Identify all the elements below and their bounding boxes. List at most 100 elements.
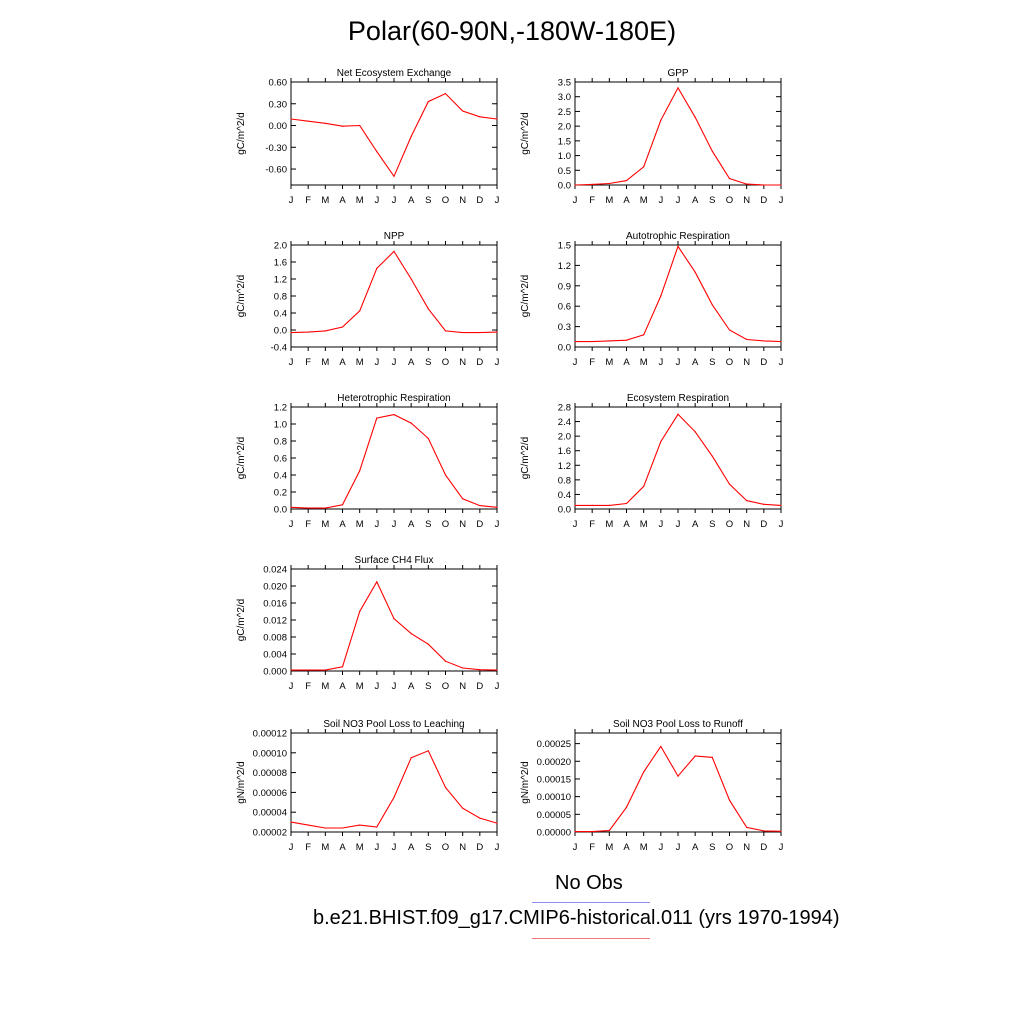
y-tick-label: 0.60	[269, 78, 288, 89]
series-line	[290, 250, 498, 334]
x-tick-label: M	[321, 842, 329, 853]
x-tick-label: F	[589, 195, 595, 206]
x-tick-label: A	[339, 842, 346, 853]
x-tick-label: A	[339, 195, 346, 206]
data-point	[462, 110, 464, 112]
data-point	[728, 177, 731, 180]
x-tick-label: J	[658, 842, 663, 853]
y-axis-label: gC/m^2/d	[236, 275, 247, 318]
y-tick-label: 0.00012	[253, 729, 287, 740]
x-tick-label: D	[476, 519, 483, 530]
panel-4: Heterotrophic Respiration 0.0 0.2 0.4 0.6 0.8…	[236, 393, 500, 530]
y-tick-label: 0.00004	[253, 808, 287, 819]
data-point	[479, 116, 481, 118]
plot-frame	[574, 406, 782, 510]
x-tick-label: J	[676, 842, 681, 853]
data-point	[479, 669, 481, 671]
data-point	[427, 750, 429, 752]
series-line	[290, 414, 498, 509]
y-tick-label: 0.30	[269, 99, 288, 110]
x-tick-label: J	[495, 195, 500, 206]
data-point	[307, 331, 309, 333]
y-axis-label: gC/m^2/d	[520, 437, 531, 480]
x-tick-label: J	[658, 519, 663, 530]
x-tick-label: J	[779, 842, 784, 853]
x-tick-label: M	[356, 681, 364, 692]
x-tick-label: J	[374, 357, 379, 368]
x-tick-label: J	[676, 519, 681, 530]
y-tick-label: 0.00025	[537, 739, 571, 750]
data-point	[376, 581, 378, 583]
x-tick-label: S	[425, 357, 431, 368]
data-point	[290, 669, 292, 671]
series-line	[290, 92, 498, 178]
x-tick-label: M	[356, 519, 364, 530]
data-point	[307, 824, 309, 826]
x-tick-label: M	[356, 842, 364, 853]
x-tick-label: S	[709, 519, 715, 530]
x-tick-label: F	[589, 519, 595, 530]
x-tick-label: J	[573, 195, 578, 206]
data-point	[341, 125, 344, 127]
x-tick-label: N	[459, 842, 466, 853]
data-point	[677, 413, 679, 415]
data-point	[462, 807, 464, 809]
data-point	[307, 507, 309, 509]
x-tick-label: J	[392, 681, 397, 692]
data-point	[290, 118, 292, 120]
x-tick-label: S	[425, 519, 431, 530]
x-tick-label: J	[289, 519, 294, 530]
data-point	[643, 334, 645, 336]
data-point	[780, 830, 782, 832]
x-tick-label: M	[640, 357, 648, 368]
y-tick-label: 0.0	[274, 505, 287, 516]
y-axis-label: gC/m^2/d	[236, 599, 247, 642]
data-point	[496, 669, 498, 671]
y-tick-label: 0.0	[274, 326, 287, 337]
data-point	[324, 507, 326, 509]
data-point	[307, 120, 309, 122]
y-tick-label: 0.8	[274, 292, 287, 303]
panel-title: GPP	[667, 68, 688, 79]
x-tick-label: J	[779, 357, 784, 368]
x-tick-label: J	[495, 681, 500, 692]
y-tick-label: 0.020	[263, 582, 287, 593]
data-point	[677, 775, 679, 777]
y-tick-label: 1.2	[274, 403, 287, 414]
data-point	[694, 271, 696, 273]
data-point	[574, 340, 576, 343]
data-point	[462, 667, 464, 669]
y-tick-label: 0.00005	[537, 810, 571, 821]
x-tick-label: J	[289, 681, 294, 692]
data-point	[643, 166, 645, 168]
data-point	[728, 483, 731, 485]
y-tick-label: 2.0	[558, 122, 571, 133]
data-point	[427, 437, 429, 440]
plot-frame	[290, 406, 498, 510]
data-point	[608, 182, 610, 185]
x-tick-label: A	[692, 842, 699, 853]
x-tick-label: J	[392, 195, 397, 206]
data-point	[780, 504, 782, 506]
x-tick-label: J	[495, 357, 500, 368]
y-tick-label: 0.00006	[253, 788, 287, 799]
y-tick-label: 1.2	[558, 461, 571, 472]
plot-frame	[574, 81, 782, 186]
y-tick-label: -0.4	[271, 343, 287, 354]
data-point	[496, 331, 498, 333]
x-tick-label: M	[605, 195, 613, 206]
data-point	[341, 504, 344, 506]
panel-title: Net Ecosystem Exchange	[337, 68, 452, 79]
x-tick-label: J	[392, 519, 397, 530]
data-point	[780, 184, 782, 186]
x-tick-label: M	[356, 195, 364, 206]
panel-title: Surface CH4 Flux	[355, 555, 434, 566]
data-point	[376, 267, 378, 269]
data-point	[393, 796, 395, 798]
data-point	[591, 183, 593, 186]
x-tick-label: A	[408, 681, 415, 692]
data-point	[591, 831, 593, 833]
x-tick-label: O	[726, 842, 733, 853]
data-point	[746, 338, 748, 341]
